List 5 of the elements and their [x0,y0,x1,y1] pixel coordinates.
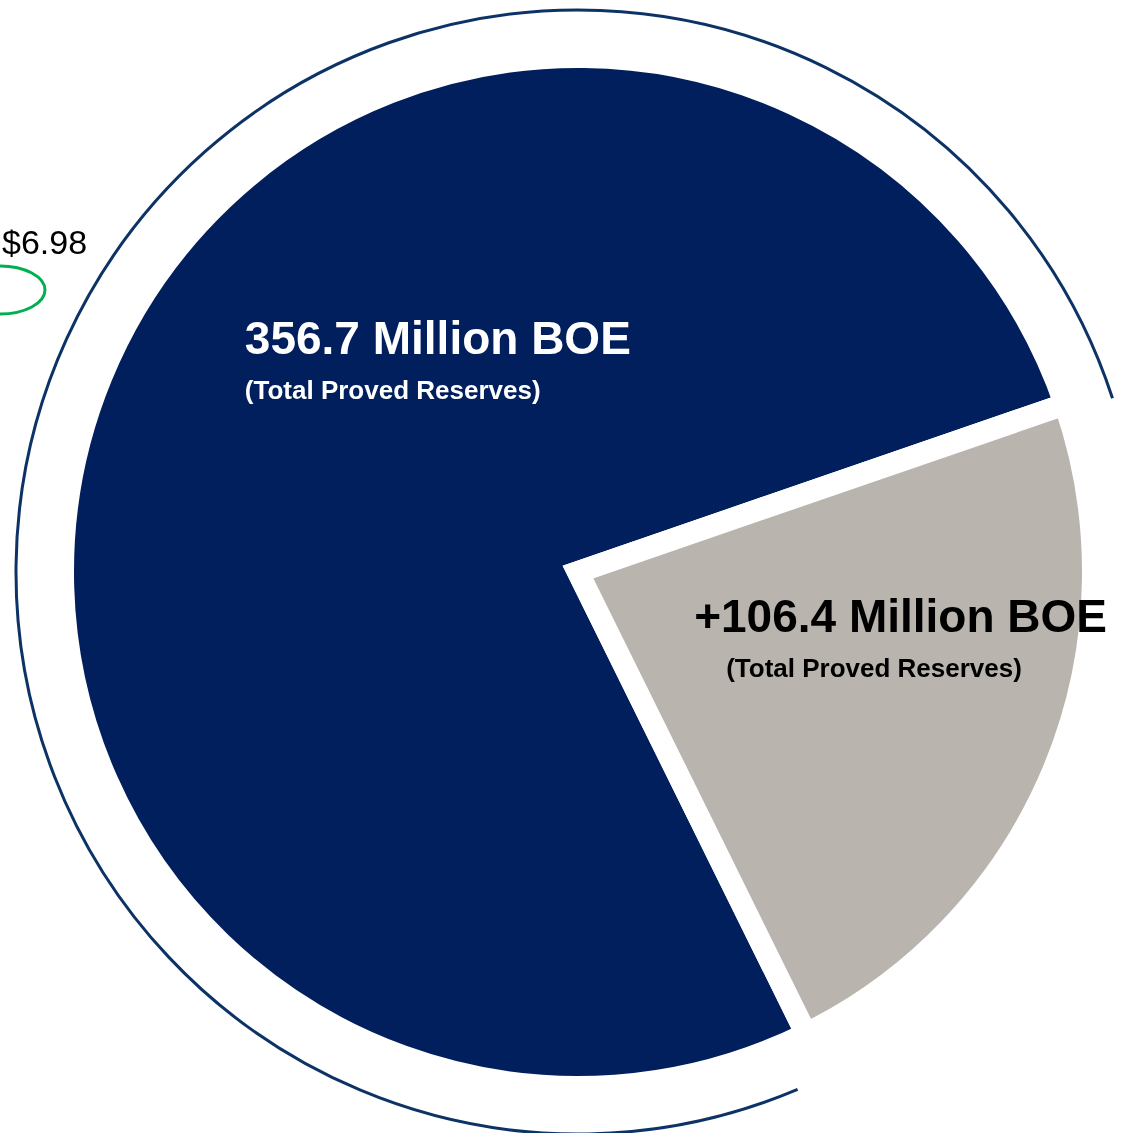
data-label: 356.7 Million BOE [244,312,631,365]
text: $6.98 [2,223,88,261]
data-label: +106.4 Million BOE [694,589,1108,642]
slice-label: (Total Proved Reserves) [244,375,541,406]
slice-label: (Total Proved Reserves) [726,652,1022,683]
